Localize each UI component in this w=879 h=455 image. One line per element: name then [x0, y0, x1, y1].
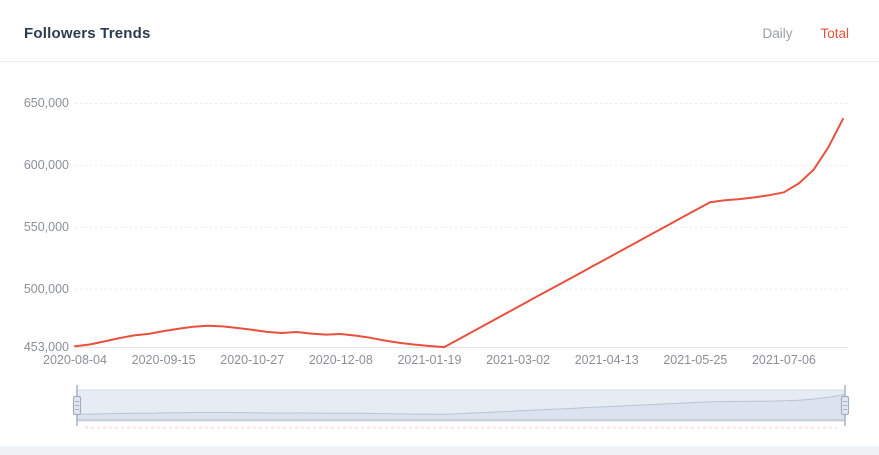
y-axis-label: 600,000 — [24, 158, 69, 172]
x-axis-label: 2021-07-06 — [752, 353, 816, 367]
page-title: Followers Trends — [24, 25, 151, 42]
page-background-strip — [0, 446, 879, 455]
datazoom-left-handle[interactable] — [72, 385, 82, 426]
datazoom-right-handle[interactable] — [840, 385, 850, 426]
y-axis-label: 550,000 — [24, 220, 69, 234]
trend-line — [74, 117, 844, 349]
trend-line-layer — [74, 117, 844, 349]
x-axis-labels: 2020-08-04 2020-09-15 2020-10-27 2020-12-08… — [43, 353, 816, 367]
y-axis-label: 650,000 — [24, 96, 69, 110]
chart-plot-hover-rect[interactable] — [75, 90, 848, 347]
tab-total[interactable]: Total — [820, 26, 849, 41]
x-axis-label: 2020-09-15 — [132, 353, 196, 367]
datazoom-data-shadow — [76, 393, 846, 421]
x-axis-label: 2020-12-08 — [309, 353, 373, 367]
tab-group: Daily Total — [762, 26, 849, 41]
chart-plot-area[interactable] — [75, 90, 848, 347]
y-axis-label: 500,000 — [24, 282, 69, 296]
y-axis-labels: 650,000 600,000 550,000 500,000 453,000 — [24, 96, 69, 354]
x-axis-label: 2021-01-19 — [397, 353, 461, 367]
x-axis-label: 2020-08-04 — [43, 353, 107, 367]
gridlines — [75, 103, 848, 348]
x-axis-label: 2021-03-02 — [486, 353, 550, 367]
card-header: Followers Trends Daily Total — [0, 0, 879, 62]
x-axis-label: 2020-10-27 — [220, 353, 284, 367]
datazoom-slider[interactable] — [72, 385, 850, 429]
x-axis-label: 2021-04-13 — [575, 353, 639, 367]
y-axis-label: 453,000 — [24, 340, 69, 354]
tab-daily[interactable]: Daily — [762, 26, 793, 41]
x-axis-label: 2021-05-25 — [663, 353, 727, 367]
